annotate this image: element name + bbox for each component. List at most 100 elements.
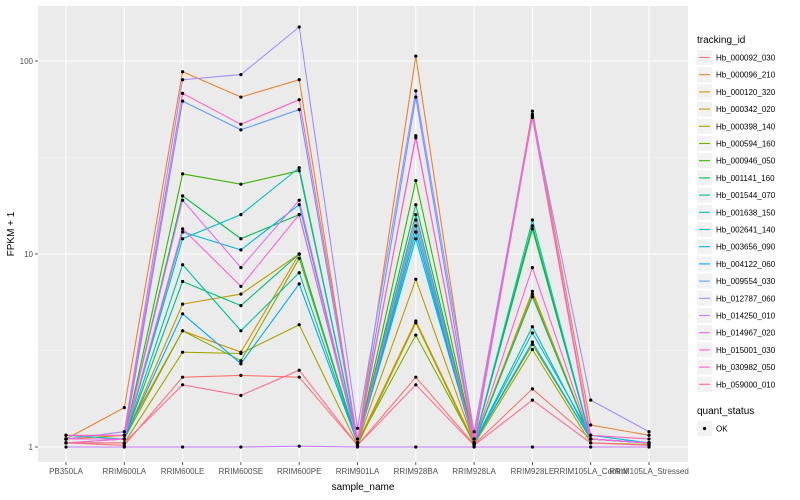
data-point — [297, 375, 301, 379]
data-point — [647, 430, 651, 434]
data-point — [181, 230, 185, 234]
data-point — [239, 128, 243, 132]
data-point — [181, 99, 185, 103]
data-point — [414, 54, 418, 58]
data-point — [181, 383, 185, 387]
data-point — [181, 445, 185, 449]
data-point — [647, 433, 651, 437]
data-point — [297, 444, 301, 448]
data-point — [414, 445, 418, 449]
data-point — [181, 302, 185, 306]
data-point — [414, 375, 418, 379]
x-tick-label: RRIM105LA_Stressed — [609, 467, 689, 476]
data-point — [530, 227, 535, 231]
data-point — [297, 198, 301, 202]
legend-label: Hb_001141_160 — [716, 174, 775, 183]
data-point — [64, 445, 68, 449]
data-point — [647, 437, 651, 441]
data-point — [64, 433, 68, 437]
data-point — [239, 359, 243, 363]
data-point — [297, 252, 301, 256]
data-point — [181, 312, 185, 316]
data-point — [181, 350, 185, 354]
data-point — [181, 70, 185, 74]
x-tick-label: RRIM928LA — [452, 467, 496, 476]
data-point — [239, 213, 243, 217]
data-point — [414, 213, 418, 217]
data-point — [589, 441, 593, 445]
data-point — [530, 445, 535, 449]
data-point — [530, 347, 535, 352]
y-tick-label: 100 — [20, 57, 34, 66]
data-point — [530, 295, 535, 299]
x-tick-label: RRIM600LA — [103, 467, 147, 476]
data-point — [414, 230, 418, 234]
y-axis-title: FPKM + 1 — [6, 211, 17, 256]
x-tick-label: RRIM600SE — [219, 467, 263, 476]
x-axis-title: sample_name — [332, 482, 395, 493]
data-point — [355, 437, 360, 441]
data-point — [297, 25, 301, 29]
data-point — [414, 136, 418, 140]
series-points — [64, 25, 651, 449]
data-point — [181, 198, 185, 202]
data-point — [530, 325, 535, 329]
legend-label: Hb_030982_050 — [716, 363, 776, 372]
data-point — [239, 182, 243, 186]
data-point — [530, 342, 535, 347]
legend-label: Hb_000398_140 — [716, 122, 776, 131]
data-point — [589, 437, 593, 441]
data-point — [239, 351, 243, 356]
data-point — [355, 426, 360, 430]
data-point — [181, 279, 185, 284]
shape-legend-marker — [702, 426, 707, 431]
data-point — [297, 256, 301, 260]
data-point — [530, 266, 535, 270]
legend-label: Hb_000946_050 — [716, 157, 776, 166]
data-point — [297, 323, 301, 327]
data-point — [297, 213, 301, 217]
shape-legend-title: quant_status — [697, 406, 754, 417]
data-point — [530, 340, 535, 344]
data-point — [414, 89, 418, 93]
data-point — [122, 430, 126, 434]
data-point — [355, 443, 360, 447]
data-point — [239, 445, 243, 449]
data-point — [530, 218, 535, 222]
legend-label: Hb_000096_210 — [716, 71, 776, 80]
data-point — [355, 441, 360, 445]
data-point — [181, 329, 185, 333]
data-point — [297, 78, 301, 82]
data-point — [122, 433, 126, 437]
data-point — [414, 277, 418, 281]
y-axis: 1 10 100 — [20, 57, 38, 452]
data-point — [472, 443, 476, 447]
data-point — [589, 423, 593, 427]
data-point — [239, 248, 243, 252]
data-point — [647, 441, 651, 445]
data-point — [297, 282, 301, 286]
legend: tracking_id Hb_000092_030 Hb_000096_210 Hb… — [697, 35, 776, 436]
data-point — [589, 433, 593, 437]
data-point — [122, 441, 126, 445]
data-point — [239, 292, 243, 296]
data-point — [414, 218, 418, 222]
x-tick-label: RRIM600LE — [161, 467, 205, 476]
data-point — [64, 441, 68, 445]
x-tick-label: RRIM901LA — [336, 467, 380, 476]
data-point — [589, 398, 593, 402]
data-point — [297, 203, 301, 207]
data-point — [239, 266, 243, 270]
data-point — [239, 284, 243, 288]
data-point — [239, 393, 243, 398]
data-point — [297, 166, 301, 170]
x-axis: PB350LA RRIM600LA RRIM600LE RRIM600SE RRIM60… — [49, 462, 689, 476]
legend-label: Hb_000342_020 — [716, 105, 776, 114]
data-point — [181, 375, 185, 379]
legend-label: Hb_004122_060 — [716, 260, 776, 269]
plot-panel — [38, 6, 688, 462]
legend-label: Hb_002641_140 — [716, 226, 776, 235]
data-point — [414, 237, 418, 241]
legend-label: Hb_003656_090 — [716, 243, 776, 252]
data-point — [530, 331, 535, 335]
